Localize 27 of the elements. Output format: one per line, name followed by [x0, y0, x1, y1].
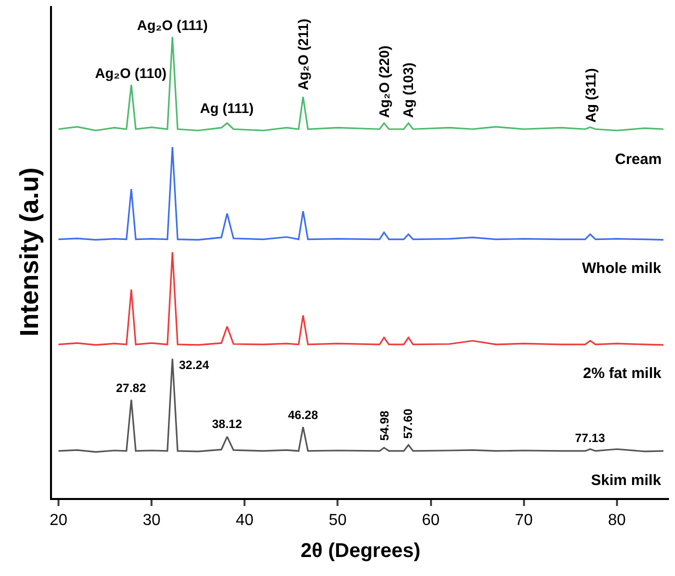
annotation: 46.28 [288, 408, 318, 422]
annotation: Ag₂O (110) [95, 65, 167, 81]
x-tick-label: 70 [514, 512, 533, 530]
annotation: Ag (111) [200, 100, 254, 116]
x-axis-title: 2θ (Degrees) [300, 540, 420, 562]
x-tick-label: 30 [142, 512, 161, 530]
annotation: 32.24 [179, 358, 210, 372]
annotation: 27.82 [116, 381, 146, 395]
y-axis-title: Intensity (a.u) [14, 167, 44, 337]
series-label: Cream [615, 151, 662, 168]
annotation: 77.13 [575, 431, 606, 445]
series-label: Whole milk [582, 260, 662, 277]
annotation: 57.60 [401, 408, 416, 439]
annotation: Ag₂O (220) [376, 46, 392, 118]
annotation: 38.12 [212, 417, 242, 431]
annotation: Ag₂O (211) [294, 18, 311, 90]
annotation: Ag (103) [400, 62, 416, 118]
series-label: 2% fat milk [583, 365, 662, 382]
series-label: Skim milk [591, 472, 662, 489]
annotation: Ag₂O (111) [137, 17, 208, 33]
x-tick-label: 20 [50, 512, 68, 530]
x-tick-label: 80 [608, 512, 626, 530]
x-tick-label: 40 [236, 512, 254, 530]
x-tick-label: 60 [422, 512, 440, 530]
annotation: Ag (311) [582, 68, 599, 123]
annotation: 54.98 [377, 410, 392, 441]
x-tick-label: 50 [328, 512, 347, 530]
